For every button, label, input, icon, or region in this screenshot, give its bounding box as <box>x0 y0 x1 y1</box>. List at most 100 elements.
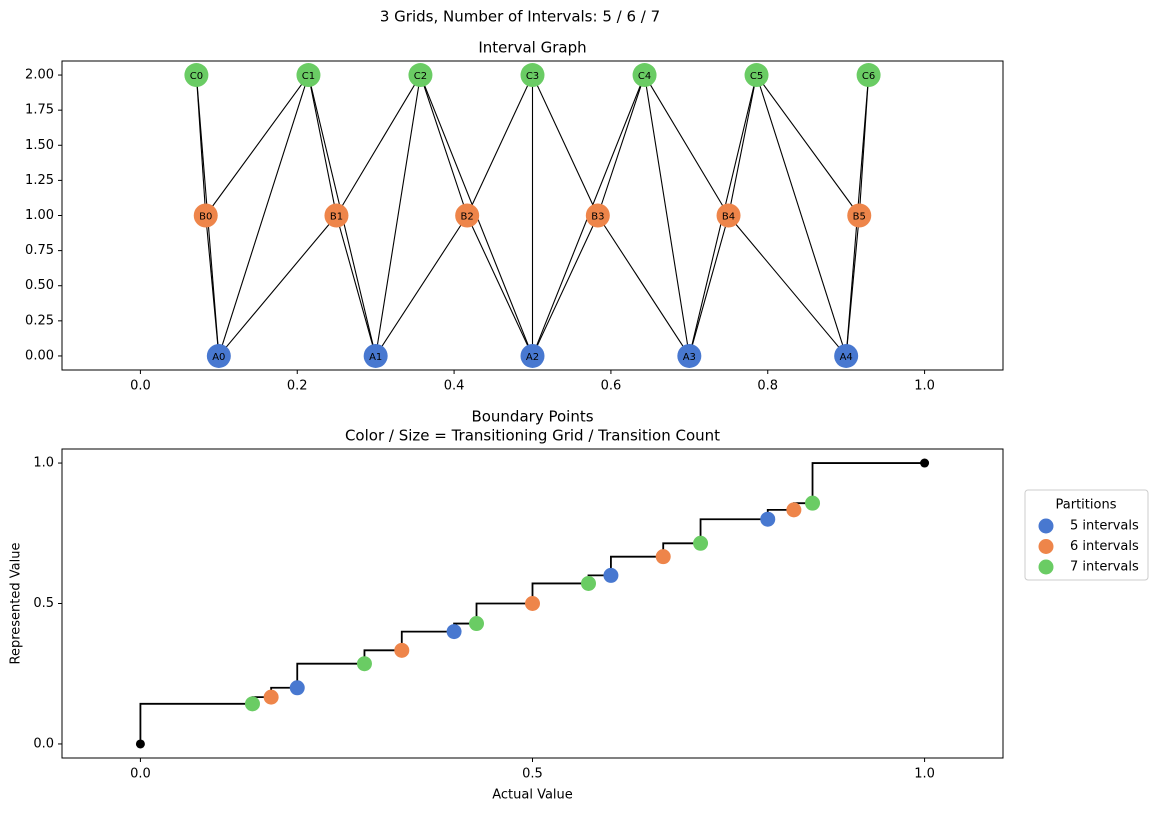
x-axis-label: Actual Value <box>492 788 573 803</box>
edge <box>858 75 870 216</box>
y-tick-label: 1.00 <box>25 208 54 223</box>
edge <box>597 215 690 357</box>
edge <box>532 215 599 357</box>
y-axis-label: Represented Value <box>9 543 24 665</box>
legend-frame <box>1024 489 1149 581</box>
legend: Partitions 5 intervals 6 intervals 7 interv… <box>1024 489 1149 581</box>
endpoint <box>920 458 930 468</box>
legend-marker <box>1038 539 1054 554</box>
boundary-point <box>786 502 802 518</box>
node <box>744 63 769 88</box>
edge <box>419 74 468 216</box>
y-tick-label: 0.50 <box>25 278 54 293</box>
boundary-point <box>693 535 709 551</box>
boundary-point <box>655 549 671 565</box>
boundary-point <box>525 596 540 611</box>
node-label: C1 <box>302 71 315 82</box>
node-label: B1 <box>330 212 343 223</box>
boundary-point <box>603 567 619 583</box>
node <box>193 203 218 228</box>
node-label: A2 <box>526 352 539 363</box>
node-label: C2 <box>414 71 427 82</box>
boundary-point <box>244 696 260 712</box>
node-label: B3 <box>591 212 604 223</box>
edge <box>335 74 421 216</box>
edge <box>644 74 730 216</box>
y-tick-label: 0.0 <box>33 736 54 751</box>
node <box>408 63 433 88</box>
node <box>847 203 872 228</box>
node-label: C6 <box>862 71 875 82</box>
y-tick-label: 2.00 <box>25 68 54 83</box>
x-tick-label: 1.0 <box>914 767 935 782</box>
edge <box>218 74 309 357</box>
edge <box>688 215 730 357</box>
edge <box>307 74 337 216</box>
node <box>677 343 702 368</box>
node <box>296 63 321 88</box>
edge <box>728 74 758 216</box>
edge <box>205 74 309 216</box>
edge <box>756 74 847 357</box>
node-label: B4 <box>722 212 735 223</box>
node-label: C5 <box>750 71 763 82</box>
node-label: B0 <box>199 212 212 223</box>
edge <box>597 74 646 216</box>
boundary-point <box>469 616 485 632</box>
node <box>324 203 349 228</box>
x-tick-label: 0.5 <box>522 767 543 782</box>
node <box>632 63 657 88</box>
legend-marker <box>1038 518 1054 534</box>
edge <box>532 74 599 216</box>
node <box>520 63 545 88</box>
node <box>834 343 859 368</box>
y-tick-label: 1.0 <box>33 456 54 471</box>
node <box>856 63 881 88</box>
legend-label: 6 intervals <box>1070 539 1139 554</box>
edge <box>375 74 421 357</box>
x-tick-label: 0.2 <box>287 379 308 394</box>
boundary-point <box>805 495 821 511</box>
x-tick-label: 0.8 <box>757 379 778 394</box>
boundary-point <box>356 656 372 672</box>
plot-frame <box>61 448 1004 759</box>
edge <box>756 74 860 216</box>
legend-title: Partitions <box>1056 498 1117 513</box>
x-tick-label: 0.0 <box>130 767 151 782</box>
node-label: B5 <box>853 212 866 223</box>
node-label: C4 <box>638 71 651 82</box>
edge <box>466 74 533 216</box>
axes-title: Boundary Points <box>471 408 593 426</box>
boundary-point <box>263 689 279 705</box>
y-tick-label: 1.25 <box>25 173 54 188</box>
edge <box>644 74 690 357</box>
legend-label: 7 intervals <box>1070 560 1139 575</box>
node <box>585 203 610 228</box>
edge <box>335 215 377 357</box>
plot-frame <box>61 60 1004 371</box>
y-tick-label: 0.00 <box>25 348 54 363</box>
y-tick-label: 0.5 <box>33 596 54 611</box>
boundary-point <box>394 642 410 658</box>
x-tick-label: 0.0 <box>130 379 151 394</box>
node <box>520 343 545 368</box>
node-label: C3 <box>526 71 539 82</box>
node <box>363 343 388 368</box>
endpoint <box>135 739 145 749</box>
boundary-point <box>760 511 776 527</box>
node-label: A3 <box>683 352 696 363</box>
node-label: A0 <box>212 352 225 363</box>
y-tick-label: 1.50 <box>25 138 54 153</box>
legend-marker <box>1038 559 1054 575</box>
node <box>184 63 209 88</box>
edge <box>218 215 337 357</box>
edge <box>375 215 468 357</box>
edges <box>195 74 870 357</box>
edge <box>195 75 207 216</box>
node <box>716 203 741 228</box>
axes-title: Interval Graph <box>478 39 586 57</box>
node <box>206 343 231 368</box>
edge <box>466 215 533 357</box>
